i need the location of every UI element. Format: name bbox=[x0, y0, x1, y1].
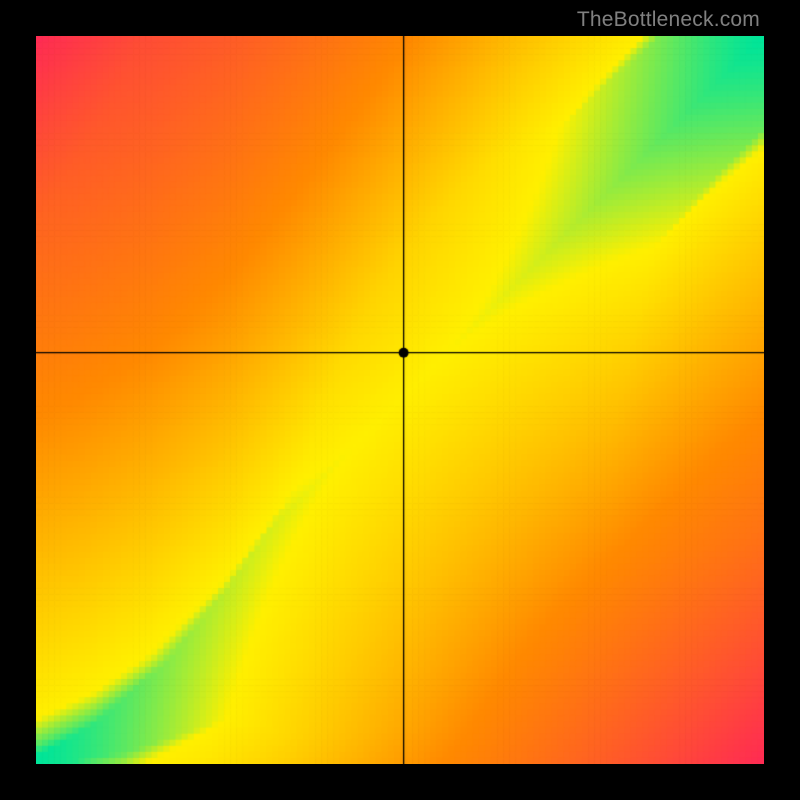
root-container: TheBottleneck.com bbox=[0, 0, 800, 800]
bottleneck-heatmap bbox=[36, 36, 764, 764]
plot-area bbox=[36, 36, 764, 764]
watermark-text: TheBottleneck.com bbox=[577, 8, 760, 32]
